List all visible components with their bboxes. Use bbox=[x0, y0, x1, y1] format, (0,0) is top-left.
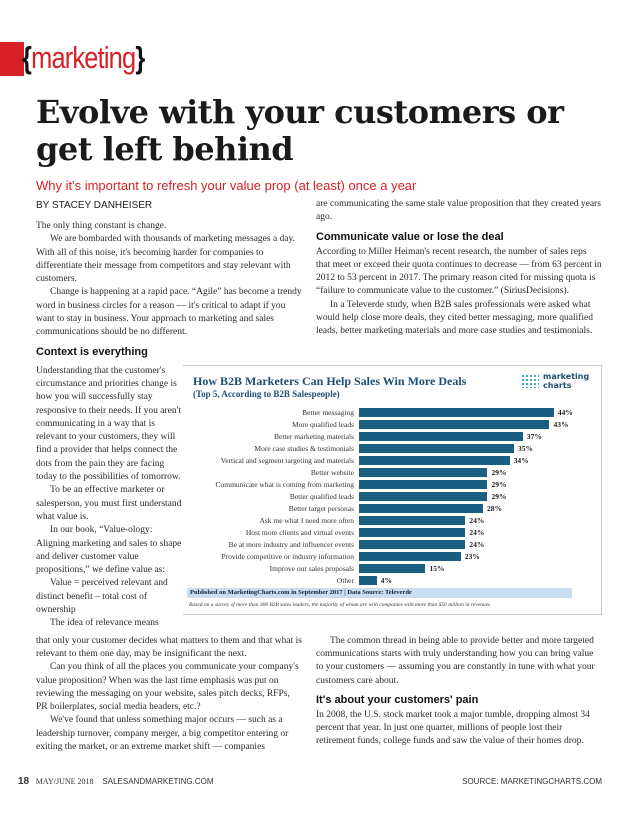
bar bbox=[359, 563, 426, 573]
section-name: marketing bbox=[31, 40, 136, 75]
bar-label: Other bbox=[336, 575, 354, 585]
paragraph: In our book, “Value-ology: Aligning mark… bbox=[36, 525, 182, 576]
bar-label: Better qualified leads bbox=[289, 491, 354, 501]
section-color-block bbox=[0, 42, 24, 76]
bar-label: More case studies & testimonials bbox=[254, 443, 354, 453]
bar-value-label: 44% bbox=[557, 407, 573, 417]
bracket: } bbox=[135, 40, 145, 75]
paragraph: In a Televerde study, when B2B sales pro… bbox=[316, 299, 593, 337]
section-heading: Communicate value or lose the deal bbox=[316, 230, 504, 243]
right-column-bottom: The common thread in being able to provi… bbox=[316, 635, 602, 749]
article-title: Evolve with your customers or get left b… bbox=[36, 93, 564, 168]
bar-label: Better website bbox=[310, 467, 354, 477]
bar-label: Provide competitive or industry informat… bbox=[221, 551, 354, 561]
bar bbox=[359, 527, 466, 537]
paragraph: The only thing constant is change. bbox=[36, 221, 167, 231]
bar-label: Better messaging bbox=[302, 407, 354, 417]
bar bbox=[359, 539, 466, 549]
bar bbox=[359, 479, 488, 489]
paragraph: that only your customer decides what mat… bbox=[36, 635, 302, 659]
section-label: {marketing} bbox=[22, 38, 145, 78]
bar bbox=[359, 443, 515, 453]
paragraph: To be an effective marketer or salespers… bbox=[36, 485, 182, 522]
section-heading: It's about your customers' pain bbox=[316, 693, 479, 706]
footer-source: SOURCE: MARKETINGCHARTS.COM bbox=[462, 777, 602, 787]
bar-label: Better marketing materials bbox=[274, 431, 354, 441]
byline: BY STACEY DANHEISER bbox=[36, 200, 153, 211]
bar-label: Be at more industry and influencer event… bbox=[228, 539, 354, 549]
bar-label: More qualified leads bbox=[291, 419, 354, 429]
marketingcharts-logo: marketing charts bbox=[521, 372, 595, 390]
bar-value-label: 43% bbox=[553, 419, 569, 429]
logo-dots-icon bbox=[521, 373, 539, 388]
bar-label: Improve our sales proposals bbox=[269, 563, 354, 573]
bar-value-label: 15% bbox=[429, 563, 445, 573]
bar-value-label: 23% bbox=[464, 551, 480, 561]
chart-title: How B2B Marketers Can Help Sales Win Mor… bbox=[193, 373, 467, 388]
top-columns: BY STACEY DANHEISER The only thing const… bbox=[36, 198, 602, 361]
left-column-top: BY STACEY DANHEISER The only thing const… bbox=[36, 198, 302, 361]
section-heading: Context is everything bbox=[36, 345, 148, 358]
bar-value-label: 24% bbox=[469, 527, 485, 537]
site-name: SALESANDMARKETING.COM bbox=[102, 777, 214, 787]
middle-row: Understanding that the customer's circum… bbox=[36, 364, 602, 631]
bar bbox=[359, 575, 377, 585]
paragraph: The common thread in being able to provi… bbox=[316, 635, 595, 686]
bar-label: Communicate what is coming from marketin… bbox=[215, 479, 354, 489]
bar bbox=[359, 467, 488, 477]
bar-value-label: 29% bbox=[491, 467, 507, 477]
bar bbox=[359, 515, 466, 525]
bar-value-label: 34% bbox=[513, 455, 529, 465]
issue-date: MAY/JUNE 2018 bbox=[35, 777, 94, 787]
bar-value-label: 29% bbox=[491, 479, 507, 489]
bar-label: Vertical and segment targeting and mater… bbox=[220, 455, 354, 465]
bar bbox=[359, 431, 523, 441]
paragraph: Can you think of all the places you comm… bbox=[36, 662, 299, 713]
bar bbox=[359, 407, 554, 417]
bar-value-label: 24% bbox=[469, 515, 485, 525]
paragraph: We've found that unless something major … bbox=[36, 715, 289, 752]
paragraph: Change is happening at a rapid pace. “Ag… bbox=[36, 287, 302, 338]
paragraph: Value = perceived relevant and distinct … bbox=[36, 578, 168, 616]
right-column-top: are communicating the same stale value p… bbox=[316, 198, 602, 339]
article-dek: Why it's important to refresh your value… bbox=[36, 178, 417, 193]
article: Evolve with your customers or get left b… bbox=[36, 0, 602, 754]
bar-value-label: 37% bbox=[526, 431, 542, 441]
bar bbox=[359, 419, 550, 429]
bracket: { bbox=[22, 40, 32, 75]
bar-value-label: 4% bbox=[380, 575, 392, 585]
bottom-columns: that only your customer decides what mat… bbox=[36, 635, 602, 755]
chart-published-line: Published on MarketingCharts.com in Sept… bbox=[187, 587, 572, 598]
paragraph: We are bombarded with thousands of marke… bbox=[36, 234, 296, 285]
paragraph: According to Miller Heiman's recent rese… bbox=[316, 246, 602, 297]
chart-subtitle: (Top 5, According to B2B Salespeople) bbox=[193, 388, 340, 399]
bar bbox=[359, 503, 484, 513]
chart-footnote: Based on a survey of more than 300 B2B s… bbox=[189, 601, 491, 608]
bar bbox=[359, 491, 488, 501]
bar-value-label: 28% bbox=[487, 503, 503, 513]
paragraph: Understanding that the customer's circum… bbox=[36, 365, 181, 483]
bar-label: Ask me what I need more often bbox=[259, 515, 354, 525]
page-number: 18 bbox=[18, 776, 30, 788]
left-column-bottom: that only your customer decides what mat… bbox=[36, 635, 302, 755]
logo-text: marketing charts bbox=[543, 371, 590, 390]
paragraph: The idea of relevance means bbox=[50, 618, 159, 629]
paragraph: In 2008, the U.S. stock market took a ma… bbox=[316, 709, 590, 747]
bar-value-label: 35% bbox=[518, 443, 534, 453]
footer: 18 MAY/JUNE 2018 SALESANDMARKETING.COM S… bbox=[18, 776, 602, 788]
bar-label: Host more clients and virtual events bbox=[245, 527, 354, 537]
bar bbox=[359, 551, 461, 561]
bar bbox=[359, 455, 510, 465]
left-column-narrow: Understanding that the customer's circum… bbox=[36, 365, 182, 631]
footer-left: 18 MAY/JUNE 2018 SALESANDMARKETING.COM bbox=[18, 776, 214, 788]
bar-value-label: 29% bbox=[491, 491, 507, 501]
bar-value-label: 24% bbox=[469, 539, 485, 549]
paragraph: are communicating the same stale value p… bbox=[316, 199, 601, 223]
bar-chart: How B2B Marketers Can Help Sales Win Mor… bbox=[183, 364, 602, 615]
bar-label: Better target personas bbox=[288, 503, 354, 513]
